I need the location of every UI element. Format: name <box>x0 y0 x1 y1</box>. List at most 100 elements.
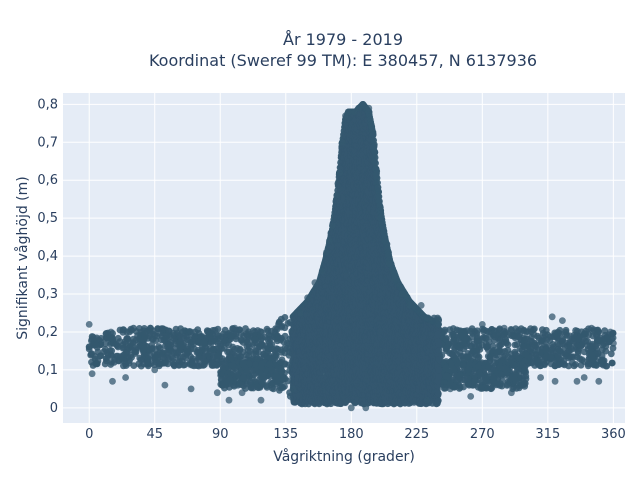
data-point <box>262 345 269 353</box>
data-point <box>521 363 528 371</box>
data-point <box>580 358 588 365</box>
data-point <box>491 359 498 367</box>
data-point <box>212 361 220 369</box>
data-point <box>588 340 596 348</box>
data-point <box>112 341 120 349</box>
data-point <box>206 349 214 357</box>
data-point <box>256 343 264 350</box>
data-point <box>501 348 509 355</box>
data-point <box>442 364 450 372</box>
data-point <box>559 336 567 343</box>
data-point <box>242 330 250 338</box>
data-point <box>463 353 470 360</box>
data-point <box>508 326 515 334</box>
data-point <box>599 341 606 349</box>
data-point <box>456 344 464 352</box>
data-point <box>258 334 266 342</box>
data-point <box>556 326 564 334</box>
data-point <box>471 377 478 385</box>
data-point <box>119 326 127 334</box>
data-point <box>115 357 123 364</box>
data-point <box>170 335 178 343</box>
data-point <box>101 360 109 368</box>
data-points <box>85 101 617 412</box>
data-point <box>580 334 588 342</box>
data-point <box>577 342 585 350</box>
data-point <box>547 353 554 361</box>
data-point <box>264 327 272 335</box>
data-point <box>168 353 176 360</box>
data-point <box>239 360 247 368</box>
data-point <box>136 325 143 332</box>
data-point <box>260 374 268 382</box>
data-point <box>522 335 529 343</box>
data-point <box>527 325 534 332</box>
data-point <box>281 344 289 352</box>
data-point <box>200 338 208 346</box>
data-point <box>178 357 186 365</box>
data-point <box>252 351 260 358</box>
data-point <box>125 359 133 367</box>
data-point <box>261 353 268 360</box>
data-point <box>450 365 458 373</box>
data-point <box>462 342 470 350</box>
data-point <box>141 330 149 337</box>
data-point <box>487 385 495 392</box>
data-point <box>106 347 114 354</box>
data-point <box>512 377 520 385</box>
data-point <box>567 343 574 351</box>
data-point <box>123 349 131 357</box>
data-point <box>602 347 610 355</box>
data-point <box>140 344 148 352</box>
data-point <box>473 346 480 354</box>
data-point <box>258 361 265 368</box>
data-point <box>264 336 272 343</box>
data-point <box>106 334 114 342</box>
data-point <box>230 345 238 353</box>
data-point <box>177 338 184 345</box>
data-point <box>257 328 265 335</box>
data-point <box>442 372 450 380</box>
data-point <box>594 326 602 334</box>
data-point <box>271 351 278 359</box>
data-point <box>448 351 456 358</box>
data-point <box>155 343 163 350</box>
data-point <box>93 360 101 368</box>
data-point <box>156 329 164 337</box>
data-point <box>554 352 562 359</box>
data-point <box>448 331 456 339</box>
data-point <box>249 384 257 392</box>
data-point <box>152 337 160 344</box>
data-point <box>493 348 500 356</box>
data-point <box>235 350 242 357</box>
data-point <box>284 320 292 327</box>
data-point <box>217 376 225 383</box>
data-point <box>211 326 219 334</box>
data-point <box>593 362 600 369</box>
data-point <box>280 338 288 346</box>
data-point <box>542 346 550 354</box>
data-point <box>167 341 175 349</box>
data-point <box>275 334 282 341</box>
data-point <box>495 342 503 350</box>
data-point <box>541 331 549 339</box>
data-point <box>449 325 457 332</box>
data-point <box>443 335 450 343</box>
data-point <box>201 361 208 368</box>
data-point <box>528 359 536 367</box>
data-point <box>252 336 259 343</box>
data-point <box>276 384 284 392</box>
data-point <box>184 336 192 344</box>
data-point <box>455 376 462 383</box>
data-point <box>137 362 145 370</box>
data-point <box>130 324 137 332</box>
data-point <box>247 378 254 385</box>
data-point <box>225 353 233 360</box>
data-point <box>570 362 578 370</box>
data-point <box>477 385 485 392</box>
data-point <box>169 358 177 366</box>
data-point <box>475 363 482 370</box>
data-point <box>491 333 499 341</box>
data-point <box>277 358 285 366</box>
